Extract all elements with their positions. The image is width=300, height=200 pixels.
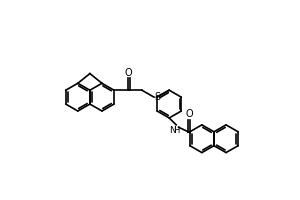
Text: S: S [155, 92, 161, 102]
Text: N: N [169, 126, 176, 135]
Text: H: H [173, 126, 179, 135]
Text: O: O [185, 109, 193, 119]
Text: O: O [125, 68, 133, 78]
